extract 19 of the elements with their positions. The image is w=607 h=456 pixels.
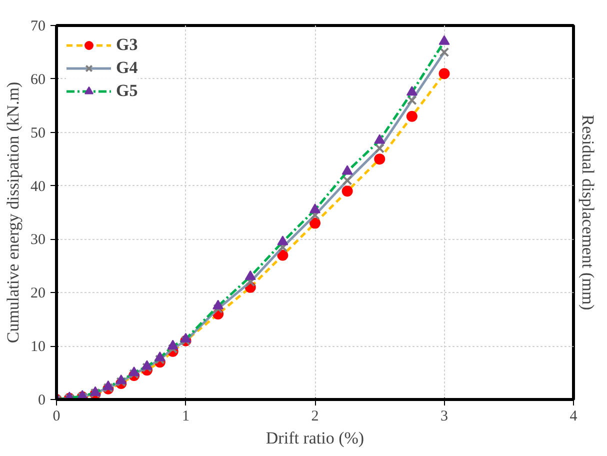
x-tick-label: 2 (311, 408, 319, 424)
y-tick-label: 20 (30, 286, 46, 302)
x-tick-label: 3 (440, 408, 448, 424)
x-axis-title: Drift ratio (%) (266, 428, 364, 448)
legend-label: G3 (116, 35, 138, 55)
y-tick-label: 0 (38, 392, 46, 408)
x-tick-label: 1 (182, 408, 190, 424)
y-tick-label: 50 (30, 125, 46, 142)
y-tick-label: 10 (30, 339, 46, 356)
y-tick-label: 70 (30, 18, 46, 34)
y-tick-label: 60 (30, 72, 46, 88)
y2-axis-title: Residual displacement (mm) (578, 114, 598, 310)
x-tick-label: 0 (52, 408, 60, 424)
x-tick-label: 4 (570, 408, 578, 424)
y-tick-label: 40 (30, 178, 46, 195)
y-tick-label: 30 (30, 232, 46, 248)
y-axis-title: Cumulative energy dissipation (kN.m) (4, 82, 22, 344)
legend-label: G5 (116, 81, 138, 101)
legend-label: G4 (116, 58, 138, 78)
